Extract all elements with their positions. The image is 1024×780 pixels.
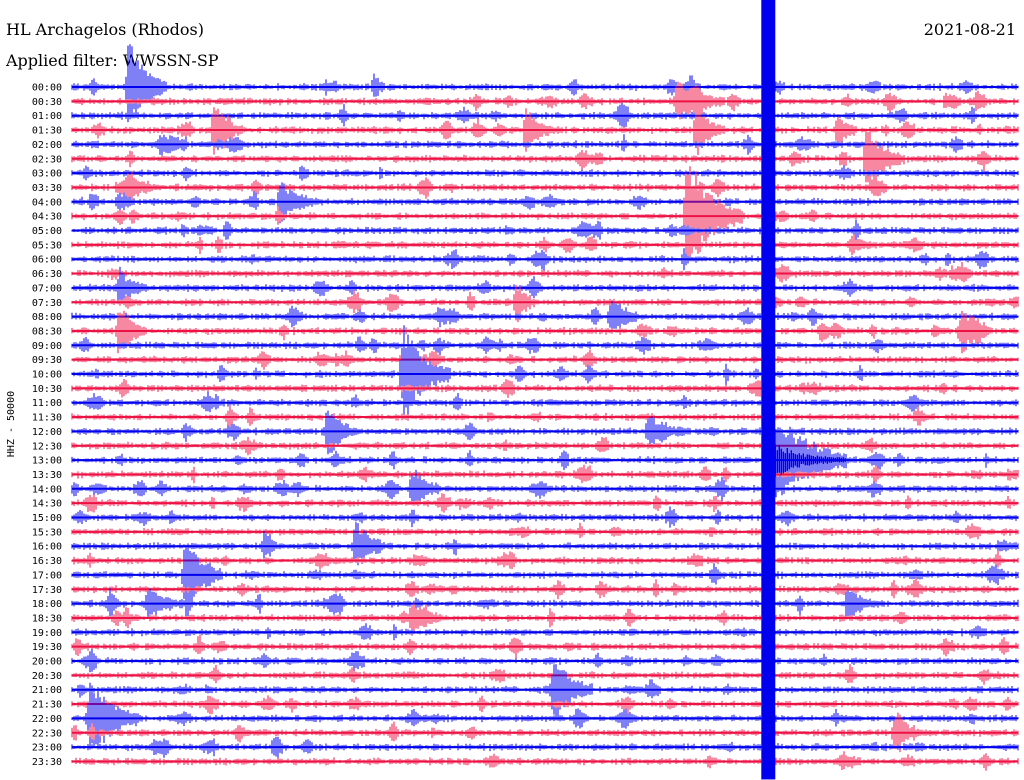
row-time-label: 20:30 (32, 671, 62, 682)
row-time-label: 06:00 (32, 255, 62, 266)
row-time-label: 19:00 (32, 628, 62, 639)
trace-row (71, 543, 1019, 618)
row-time-label: 15:30 (32, 527, 62, 538)
row-time-label: 09:00 (32, 341, 62, 352)
row-time-label: 18:30 (32, 613, 62, 624)
row-time-label: 03:00 (32, 169, 62, 180)
large-event-group (761, 0, 846, 780)
row-time-label: 22:30 (32, 728, 62, 739)
row-time-label: 07:00 (32, 283, 62, 294)
row-time-label: 12:30 (32, 441, 62, 452)
row-time-label: 22:00 (32, 714, 62, 725)
chart-title: HL Archagelos (Rhodos) (6, 20, 204, 39)
row-time-label: 02:30 (32, 154, 62, 165)
row-time-label: 12:00 (32, 427, 62, 438)
trace-row (71, 403, 1019, 511)
large-event-coda (774, 444, 846, 477)
row-time-label: 02:00 (32, 140, 62, 151)
row-time-label: 20:00 (32, 657, 62, 668)
row-time-label: 11:00 (32, 398, 62, 409)
row-time-label: 21:30 (32, 700, 62, 711)
row-time-label: 10:00 (32, 370, 62, 381)
row-time-label: 14:00 (32, 484, 62, 495)
row-time-label: 11:30 (32, 413, 62, 424)
row-time-label: 06:30 (32, 269, 62, 280)
filter-label: Applied filter: WWSSN-SP (5, 51, 219, 70)
row-time-label: 07:30 (32, 298, 62, 309)
row-time-label: 17:30 (32, 585, 62, 596)
row-time-label: 09:30 (32, 355, 62, 366)
row-time-label: 08:00 (32, 312, 62, 323)
row-time-label: 01:30 (32, 126, 62, 137)
row-time-label: 04:30 (32, 212, 62, 223)
trace-group (71, 44, 1019, 771)
row-time-label: 05:00 (32, 226, 62, 237)
row-label-group: 00:00 00:30 01:00 01:30 02:00 02:30 03:00 03:30… (32, 83, 62, 768)
row-time-label: 19:30 (32, 642, 62, 653)
row-time-label: 18:00 (32, 599, 62, 610)
row-time-label: 05:30 (32, 240, 62, 251)
row-time-label: 10:30 (32, 384, 62, 395)
row-time-label: 00:00 (32, 83, 62, 94)
row-time-label: 23:00 (32, 743, 62, 754)
row-time-label: 21:00 (32, 685, 62, 696)
row-time-label: 17:00 (32, 570, 62, 581)
row-time-label: 16:00 (32, 542, 62, 553)
chart-date: 2021-08-21 (924, 20, 1016, 39)
trace-row (71, 262, 1019, 283)
row-time-label: 08:30 (32, 326, 62, 337)
row-time-label: 13:30 (32, 470, 62, 481)
row-time-label: 14:30 (32, 499, 62, 510)
channel-label: HHZ - 50000 (6, 391, 17, 457)
row-time-label: 04:00 (32, 197, 62, 208)
row-time-label: 16:30 (32, 556, 62, 567)
row-time-label: 23:30 (32, 757, 62, 768)
row-time-label: 15:00 (32, 513, 62, 524)
large-event-saturation (761, 0, 776, 780)
row-time-label: 13:00 (32, 456, 62, 467)
row-time-label: 00:30 (32, 97, 62, 108)
row-time-label: 03:30 (32, 183, 62, 194)
row-time-label: 01:00 (32, 111, 62, 122)
